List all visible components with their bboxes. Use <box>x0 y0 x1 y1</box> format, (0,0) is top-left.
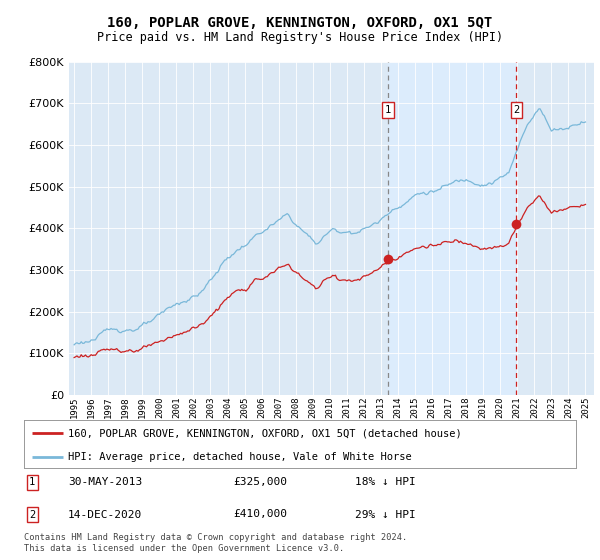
Text: 160, POPLAR GROVE, KENNINGTON, OXFORD, OX1 5QT (detached house): 160, POPLAR GROVE, KENNINGTON, OXFORD, O… <box>68 428 462 438</box>
Text: 29% ↓ HPI: 29% ↓ HPI <box>355 510 416 520</box>
Text: 1: 1 <box>385 105 391 115</box>
Text: 14-DEC-2020: 14-DEC-2020 <box>68 510 142 520</box>
Text: Contains HM Land Registry data © Crown copyright and database right 2024.
This d: Contains HM Land Registry data © Crown c… <box>24 533 407 553</box>
Text: 18% ↓ HPI: 18% ↓ HPI <box>355 477 416 487</box>
Text: 2: 2 <box>29 510 35 520</box>
Text: 2: 2 <box>514 105 520 115</box>
Text: HPI: Average price, detached house, Vale of White Horse: HPI: Average price, detached house, Vale… <box>68 452 412 462</box>
Text: 1: 1 <box>29 477 35 487</box>
Text: £325,000: £325,000 <box>234 477 288 487</box>
Text: 160, POPLAR GROVE, KENNINGTON, OXFORD, OX1 5QT: 160, POPLAR GROVE, KENNINGTON, OXFORD, O… <box>107 16 493 30</box>
Bar <box>388 62 517 395</box>
Text: 30-MAY-2013: 30-MAY-2013 <box>68 477 142 487</box>
Text: £410,000: £410,000 <box>234 510 288 520</box>
Text: Price paid vs. HM Land Registry's House Price Index (HPI): Price paid vs. HM Land Registry's House … <box>97 31 503 44</box>
